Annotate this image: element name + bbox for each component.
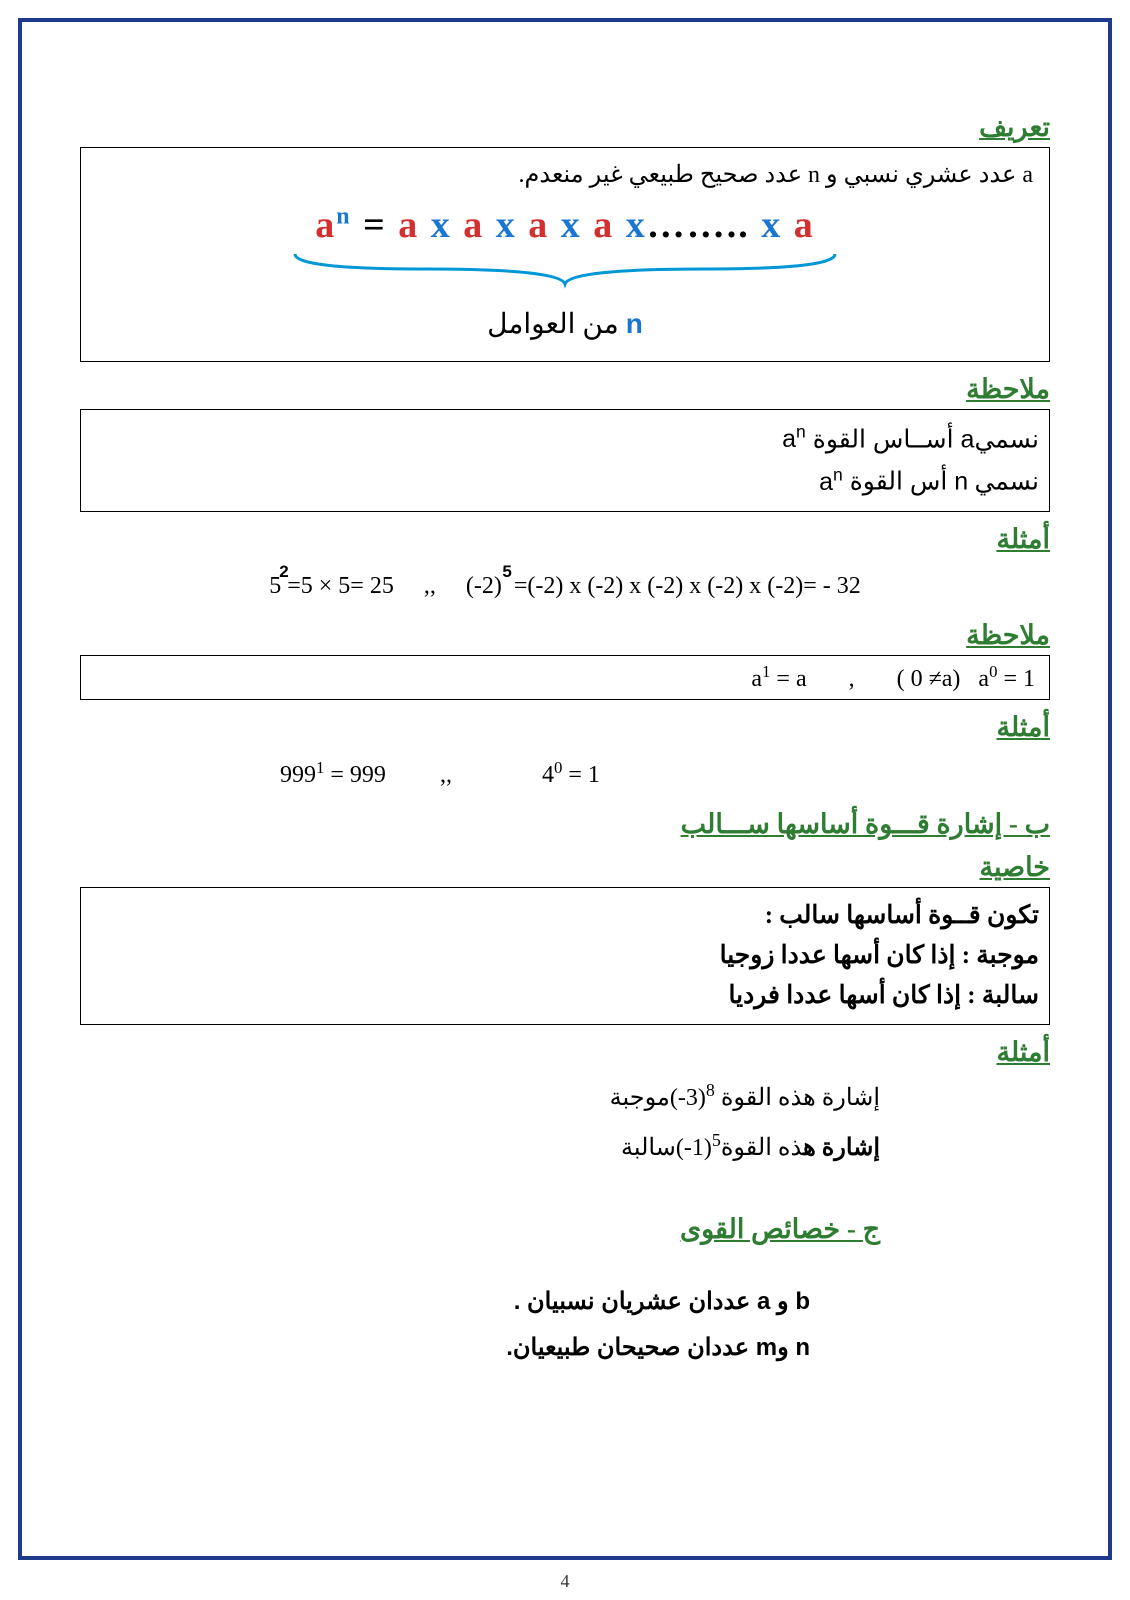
examples3-block: إشارة هذه القوة (-3)8موجبة إشارة هذه الق… <box>80 1072 1050 1172</box>
examples2-row: 9991 = 999 ,, 40 = 1 <box>80 753 1050 797</box>
props-l2: n وm عددان صحيحان طبيعيان. <box>80 1325 810 1371</box>
definition-box: a عدد عشري نسبي و n عدد صحيح طبيعي غير م… <box>80 147 1050 362</box>
content-area: تعريف a عدد عشري نسبي و n عدد صحيح طبيعي… <box>80 40 1050 1370</box>
props-l1: b و a عددان عشريان نسبيان . <box>80 1279 810 1325</box>
prop-l2: سالبة : إذا كان أسها عددا فرديا <box>91 976 1039 1016</box>
brace-icon <box>285 249 845 289</box>
formula-main: an = a x a x a x a x…….. x a <box>315 203 815 247</box>
heading-section-b: ب - إشارة قـــوة أساسها ســـالب <box>80 809 1050 840</box>
page-number: 4 <box>0 1571 1130 1592</box>
definition-text: a عدد عشري نسبي و n عدد صحيح طبيعي غير م… <box>91 160 1039 203</box>
props-intro: b و a عددان عشريان نسبيان . n وm عددان ص… <box>80 1279 1050 1370</box>
heading-property: خاصية <box>80 852 1050 883</box>
ex3-l2: إشارة هذه القوة(-1)5سالبة <box>80 1122 880 1172</box>
heading-examples2: أمثلة <box>80 712 1050 743</box>
property-box: تكون قــوة أساسها سالب : موجبة : إذا كان… <box>80 887 1050 1025</box>
examples1-row: 25 =5 × 5= 25 ,, (-2)5 =(-2) x (-2) x (-… <box>80 565 1050 608</box>
note1-box: نسميa أســاس القوة an نسمي n أس القوة an <box>80 409 1050 512</box>
brace-label: n من العوامل <box>91 307 1039 341</box>
prop-l1: موجبة : إذا كان أسها عددا زوجيا <box>91 936 1039 976</box>
heading-examples1: أمثلة <box>80 524 1050 555</box>
heading-note2: ملاحظة <box>80 620 1050 651</box>
note1-l2: نسمي n أس القوة an <box>91 460 1039 502</box>
ex3-l1: إشارة هذه القوة (-3)8موجبة <box>80 1072 880 1122</box>
heading-definition: تعريف <box>80 112 1050 143</box>
heading-note1: ملاحظة <box>80 374 1050 405</box>
heading-examples3: أمثلة <box>80 1037 1050 1068</box>
note1-l1: نسميa أســاس القوة an <box>91 418 1039 460</box>
note2-box: a1 = a , ( 0 ≠a) a0 = 1 <box>80 655 1050 700</box>
heading-section-c: ج - خصائص القوى <box>80 1214 1050 1245</box>
prop-title: تكون قــوة أساسها سالب : <box>91 896 1039 936</box>
